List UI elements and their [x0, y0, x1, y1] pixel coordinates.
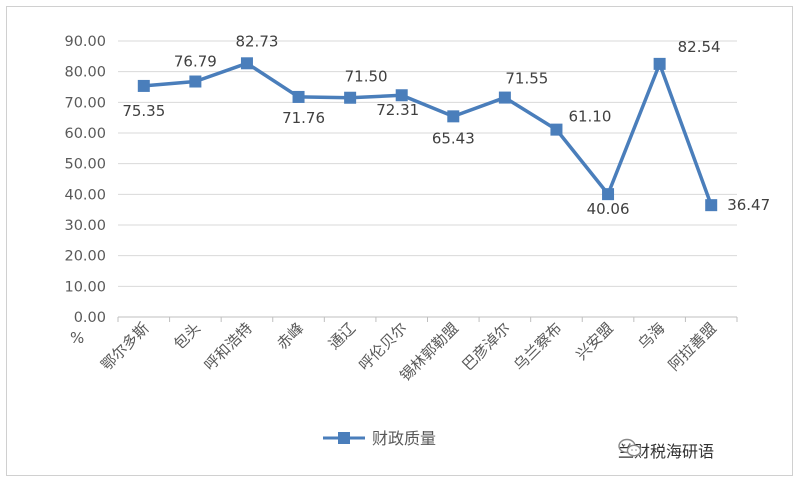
y-tick-label: 20.00	[64, 249, 106, 265]
x-tick-label: 乌海	[635, 319, 669, 353]
watermark-text: 兰财税海研语	[618, 442, 715, 461]
x-tick-label: 呼和浩特	[201, 319, 256, 374]
y-tick-labels: 0.00 10.00 20.00 30.00 40.00 50.00 60.00 70.00 8…	[64, 34, 106, 326]
data-point	[189, 75, 202, 88]
data-labels: 75.35 76.79 82.73 71.76 71.50 72.31 65.43 71.55…	[122, 32, 770, 218]
data-point	[550, 123, 563, 136]
data-point	[292, 90, 305, 103]
series-line	[143, 61, 713, 206]
y-tick-label: 60.00	[64, 126, 106, 142]
watermark: 兰财税海研语	[618, 437, 714, 463]
y-tick-label: 90.00	[64, 34, 106, 50]
x-tick-label: 乌兰察布	[510, 319, 565, 374]
y-tick-label: 40.00	[64, 187, 106, 203]
wechat-icon	[618, 438, 642, 457]
data-point	[705, 199, 718, 212]
data-point	[653, 57, 666, 70]
y-axis-label: %	[70, 329, 84, 347]
data-label: 75.35	[122, 102, 165, 120]
data-point	[344, 91, 357, 104]
data-label: 72.31	[376, 101, 419, 119]
x-tick-label: 阿拉善盟	[665, 319, 720, 374]
data-label: 82.54	[678, 38, 721, 56]
data-label: 36.47	[727, 196, 770, 214]
y-tick-label: 80.00	[64, 65, 106, 81]
x-tick-label: 巴彦淖尔	[459, 319, 514, 374]
data-point	[240, 57, 253, 70]
data-point	[498, 91, 511, 104]
y-tick-label: 50.00	[64, 157, 106, 173]
y-tick-label: 70.00	[64, 95, 106, 111]
data-label: 71.55	[505, 70, 548, 88]
legend-label: 财政质量	[372, 429, 436, 448]
legend: 财政质量	[323, 429, 436, 448]
series-line-path	[143, 61, 713, 206]
data-label: 71.50	[345, 68, 388, 86]
axes	[117, 316, 738, 322]
data-label: 76.79	[174, 53, 217, 71]
x-tick-label: 赤峰	[273, 319, 307, 353]
chart-frame	[6, 6, 793, 476]
data-label: 71.76	[282, 109, 325, 127]
x-tick-label: 通辽	[325, 319, 359, 353]
y-tick-label: 30.00	[64, 218, 106, 234]
data-label: 40.06	[587, 200, 630, 218]
data-point	[395, 89, 408, 102]
x-tick-label: 包头	[170, 319, 204, 353]
data-label: 61.10	[568, 108, 611, 126]
data-point	[447, 110, 460, 123]
y-tick-label: 10.00	[64, 279, 106, 295]
legend-marker	[338, 432, 350, 444]
data-point	[137, 79, 150, 92]
y-tick-label: 0.00	[74, 310, 106, 326]
data-label: 82.73	[235, 32, 278, 50]
series-markers	[137, 57, 718, 212]
data-point	[602, 188, 615, 201]
x-tick-label: 鄂尔多斯	[97, 319, 152, 374]
data-label: 65.43	[432, 129, 475, 147]
x-tick-label: 兴安盟	[572, 319, 617, 364]
